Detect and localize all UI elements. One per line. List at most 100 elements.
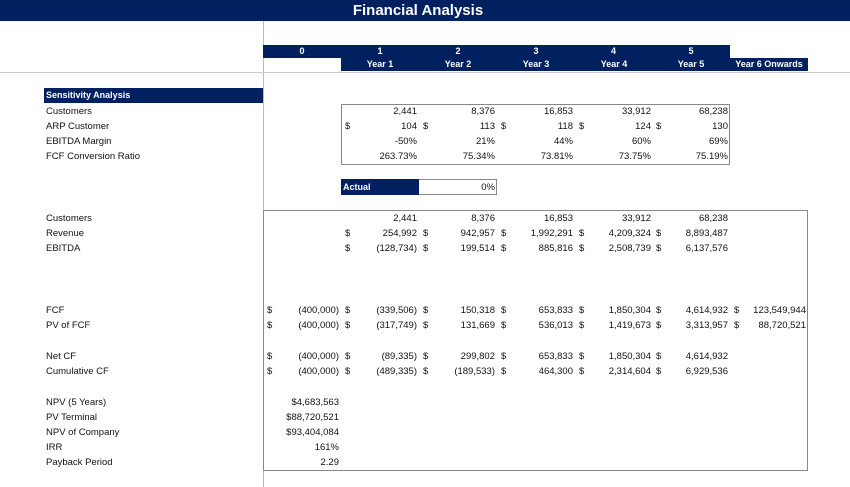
main-row-cell[interactable]: $942,957 [419,226,497,241]
main-row-cell[interactable]: $150,318 [419,303,497,318]
main-row-label: Customers [46,213,92,224]
main-row-cell[interactable]: $ (128,734) [341,241,419,256]
main-row-cell[interactable]: 16,853 [497,211,575,226]
sensitivity-row-cell[interactable]: 2,441 [341,104,419,119]
sensitivity-row-cell[interactable]: 73.75% [575,149,653,164]
main-row-cell[interactable]: $536,013 [497,318,575,333]
cell-value: 1,850,304 [608,305,651,316]
sensitivity-row-cell[interactable]: $124 [575,119,653,134]
cell-value: 21% [475,136,495,147]
main-row-cell[interactable]: $1,850,304 [575,303,653,318]
main-row-cell[interactable]: 2,441 [341,211,419,226]
sensitivity-row-cell[interactable]: 33,912 [575,104,653,119]
actual-value-cell[interactable]: 0% [419,180,497,195]
cell-value: (89,335) [381,351,417,362]
main-row-cell[interactable]: $ (400,000) [263,364,341,379]
year-header: Year 5 [652,58,730,71]
main-row-cell[interactable]: $4,614,932 [652,349,730,364]
main-row-cell[interactable]: 33,912 [575,211,653,226]
main-row-cell[interactable]: $ (400,000) [263,318,341,333]
cell-value: 254,992 [382,228,417,239]
summary-value-cell[interactable]: $4,683,563 [263,395,341,410]
period-number-5: 5 [652,45,730,58]
main-row-cell[interactable]: 8,376 [419,211,497,226]
main-row-cell[interactable]: $299,802 [419,349,497,364]
cell-value: 16,853 [543,106,573,117]
sensitivity-row-label: Customers [46,106,92,117]
sensitivity-row-cell[interactable]: -50% [341,134,419,149]
main-row-cell[interactable]: $653,833 [497,303,575,318]
main-row-cell[interactable]: $885,816 [497,241,575,256]
sensitivity-row-cell[interactable]: 8,376 [419,104,497,119]
main-row-cell[interactable]: $464,300 [497,364,575,379]
main-row-cell[interactable]: $2,508,739 [575,241,653,256]
main-row-cell[interactable]: $123,549,944 [730,303,808,318]
sensitivity-row-cell[interactable]: 60% [575,134,653,149]
dollar-sign: $ [656,228,662,239]
sensitivity-row-cell[interactable]: 75.34% [419,149,497,164]
cell-value: 2,508,739 [608,243,651,254]
sensitivity-row-cell[interactable]: 68,238 [652,104,730,119]
summary-value-cell[interactable]: 2.29 [263,455,341,470]
dollar-sign: $ [501,243,507,254]
dollar-sign: $ [734,320,740,331]
sensitivity-row-cell[interactable]: 73.81% [497,149,575,164]
main-row-cell[interactable]: $ (339,506) [341,303,419,318]
dollar-sign: $ [423,320,429,331]
dollar-sign: $ [501,351,507,362]
sensitivity-row-cell[interactable]: $104 [341,119,419,134]
cell-value: 68,238 [698,106,728,117]
main-row-cell[interactable]: $254,992 [341,226,419,241]
cell-value: 199,514 [460,243,495,254]
main-row-cell[interactable]: $ (89,335) [341,349,419,364]
main-row-cell[interactable]: $88,720,521 [730,318,808,333]
sensitivity-row-cell[interactable]: 16,853 [497,104,575,119]
main-row-cell[interactable]: 68,238 [652,211,730,226]
cell-value: 150,318 [460,305,495,316]
sensitivity-row-cell[interactable]: 69% [652,134,730,149]
main-row-cell[interactable]: $653,833 [497,349,575,364]
main-row-cell[interactable]: $4,614,932 [652,303,730,318]
main-row-cell[interactable]: $6,929,536 [652,364,730,379]
summary-value-cell[interactable]: $88,720,521 [263,410,341,425]
main-row-cell[interactable]: $8,893,487 [652,226,730,241]
main-row-cell[interactable]: $1,850,304 [575,349,653,364]
cell-value: 69% [708,136,728,147]
sensitivity-row-cell[interactable]: 75.19% [652,149,730,164]
cell-value: 16,853 [543,213,573,224]
cell-value: 75.34% [462,151,495,162]
main-row-cell[interactable]: $6,137,576 [652,241,730,256]
sensitivity-row-cell[interactable]: $113 [419,119,497,134]
summary-value-cell[interactable]: $93,404,084 [263,425,341,440]
cell-value: 6,929,536 [685,366,728,377]
main-row-cell[interactable]: $ (189,533) [419,364,497,379]
main-row-cell[interactable]: $1,992,291 [497,226,575,241]
dollar-sign: $ [345,351,351,362]
main-row-cell[interactable]: $4,209,324 [575,226,653,241]
cell-value: 4,614,932 [685,351,728,362]
sensitivity-row-cell[interactable]: $130 [652,119,730,134]
sensitivity-row-cell[interactable]: 263.73% [341,149,419,164]
main-row-cell[interactable]: $3,313,957 [652,318,730,333]
main-row-cell[interactable]: $ (400,000) [263,349,341,364]
main-row-cell[interactable]: $131,669 [419,318,497,333]
main-row-cell[interactable]: $199,514 [419,241,497,256]
dollar-sign: $ [656,243,662,254]
dollar-sign: $ [501,121,507,132]
sensitivity-row-cell[interactable]: $118 [497,119,575,134]
dollar-sign: $ [656,351,662,362]
cell-value: (128,734) [376,243,417,254]
dollar-sign: $ [579,366,585,377]
main-row-cell[interactable]: $ (489,335) [341,364,419,379]
main-row-cell[interactable]: $2,314,604 [575,364,653,379]
sheet-title: Financial Analysis [352,2,484,19]
main-row-cell[interactable]: $ (317,749) [341,318,419,333]
main-row-cell[interactable]: $1,419,673 [575,318,653,333]
main-row-cell[interactable]: $ (400,000) [263,303,341,318]
sensitivity-row-cell[interactable]: 44% [497,134,575,149]
dollar-sign: $ [579,351,585,362]
period-number-4: 4 [575,45,652,58]
sensitivity-row-cell[interactable]: 21% [419,134,497,149]
summary-value: 2.29 [320,457,340,468]
summary-value-cell[interactable]: 161% [263,440,341,455]
